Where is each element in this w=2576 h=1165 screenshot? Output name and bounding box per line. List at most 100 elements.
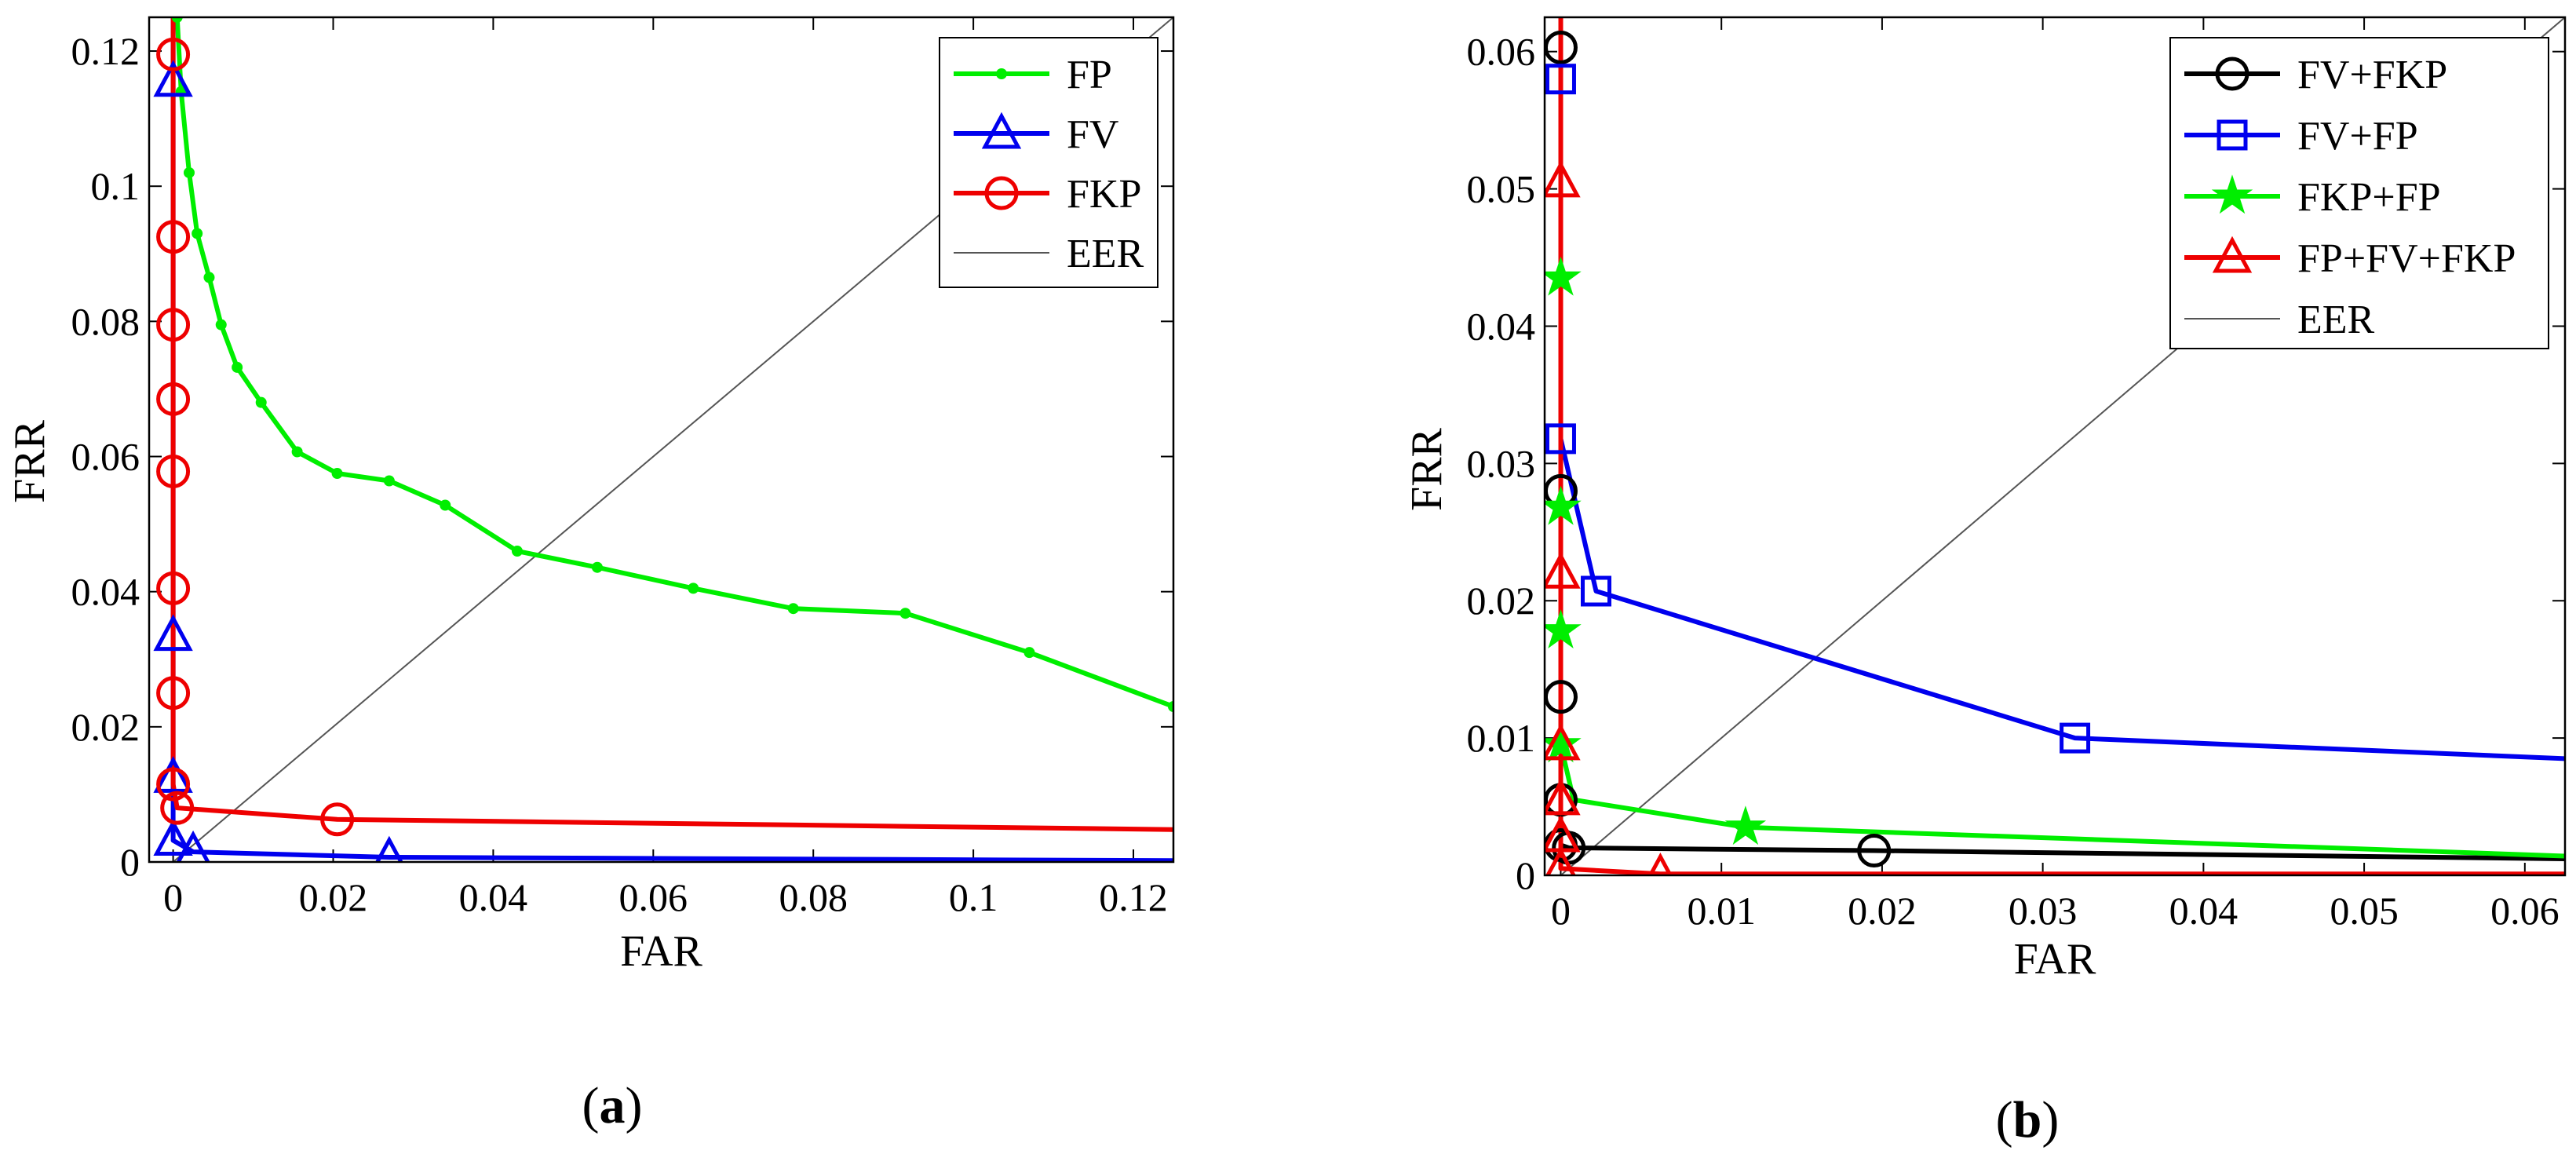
marker-a-fp-8 xyxy=(255,396,267,408)
marker-b-fp-fv-fkp-1 xyxy=(1545,551,1581,589)
y-tick-label-a-4: 0.08 xyxy=(71,299,140,343)
axes-frame-b xyxy=(1543,16,2567,877)
marker-a-fp-6 xyxy=(215,319,227,331)
marker-a-fkp-8 xyxy=(160,791,195,825)
legend-label-a-fkp: FKP xyxy=(1067,172,1141,217)
marker-a-fp-16 xyxy=(787,603,799,615)
marker-a-fkp-1 xyxy=(156,220,191,254)
x-tick-label-a-3: 0.06 xyxy=(619,875,688,919)
marker-b-fv-fkp-6 xyxy=(1857,834,1892,868)
caption-letter-a: a xyxy=(600,1077,626,1134)
y-tick-label-b-5: 0.05 xyxy=(1467,167,1536,211)
legend-marker-b-fv-fkp xyxy=(2215,57,2249,91)
y-tick-label-a-6: 0.12 xyxy=(71,29,140,73)
legend-label-a-fp: FP xyxy=(1067,53,1112,97)
marker-b-fkp-fp-2 xyxy=(1545,609,1582,648)
x-tick-label-b-6: 0.06 xyxy=(2490,889,2560,933)
marker-b-fp-fv-fkp-5 xyxy=(1545,846,1576,875)
legend-label-a-fv: FV xyxy=(1067,112,1118,157)
marker-a-fv-1 xyxy=(153,614,193,652)
x-tick-label-a-5: 0.1 xyxy=(949,875,998,919)
marker-a-fp-7 xyxy=(232,361,243,373)
marker-a-fp-10 xyxy=(331,468,343,480)
series-line-a-fkp xyxy=(170,17,1173,832)
marker-b-fp-fv-fkp-0 xyxy=(1545,160,1581,198)
caption-close-paren-b: ) xyxy=(2041,1091,2059,1149)
x-tick-label-a-0: 0 xyxy=(163,875,183,919)
y-tick-label-b-6: 0.06 xyxy=(1467,30,1536,74)
legend-marker-b-fkp-fp xyxy=(2211,174,2253,214)
marker-a-fv-3 xyxy=(153,819,193,856)
marker-b-fv-fp-0 xyxy=(1545,64,1576,95)
x-axis-title-a: FAR xyxy=(620,927,702,976)
legend-label-b-eer: EER xyxy=(2297,298,2375,342)
marker-a-fkp-4 xyxy=(156,454,191,488)
marker-a-fp-3 xyxy=(183,166,195,178)
marker-a-fkp-9 xyxy=(320,802,355,837)
marker-a-fp-18 xyxy=(1023,647,1035,659)
marker-a-fp-14 xyxy=(591,561,603,573)
marker-b-fkp-fp-1 xyxy=(1545,485,1582,525)
x-tick-label-a-4: 0.08 xyxy=(779,875,848,919)
marker-a-fp-15 xyxy=(688,582,699,594)
caption-open-paren-a: ( xyxy=(582,1077,600,1134)
marker-b-fp-fv-fkp-3 xyxy=(1545,778,1581,816)
marker-a-fv-4 xyxy=(176,830,210,862)
marker-b-fv-fp-3 xyxy=(2060,722,2091,754)
panel-caption-a: (a) xyxy=(582,1077,643,1134)
marker-b-fkp-fp-0 xyxy=(1545,256,1582,296)
x-tick-label-a-6: 0.12 xyxy=(1099,875,1168,919)
legend-b: FV+FKP FV+FP FKP+FP FP+FV+FKP EER xyxy=(2169,37,2549,349)
legend-marker-a-fp xyxy=(996,68,1007,79)
legend-marker-b-fv-fp xyxy=(2217,119,2248,151)
legend-box-a xyxy=(939,37,1158,288)
marker-a-fp-1 xyxy=(171,17,183,23)
marker-a-fv-5 xyxy=(374,835,403,862)
x-axis-title-b: FAR xyxy=(2014,935,2096,984)
marker-b-fv-fp-1 xyxy=(1545,423,1576,455)
marker-a-fp-13 xyxy=(511,546,523,557)
y-tick-label-a-3: 0.06 xyxy=(71,435,140,479)
y-axis-title-a: FRR xyxy=(5,419,54,502)
marker-a-fp-17 xyxy=(899,608,911,619)
series-line-a-fp xyxy=(174,17,1173,709)
x-tick-label-a-1: 0.02 xyxy=(299,875,368,919)
x-tick-label-b-5: 0.05 xyxy=(2330,889,2399,933)
y-axis-title-b: FRR xyxy=(1403,427,1451,510)
marker-a-fp-9 xyxy=(291,446,303,458)
marker-a-fp-19 xyxy=(1168,701,1173,713)
marker-a-fkp-7 xyxy=(156,767,191,802)
y-tick-label-b-1: 0.01 xyxy=(1467,716,1536,760)
legend-marker-b-fp-fv-fkp xyxy=(2212,236,2253,273)
marker-a-fp-11 xyxy=(383,475,395,487)
legend-label-b-fp-fv-fkp: FP+FV+FKP xyxy=(2297,236,2516,281)
chart-panel-a: 0 0.02 0.04 0.06 0.08 0.1 0.12 0 0.02 0.04 0.06 0.0… xyxy=(5,16,1175,1134)
marker-b-fp-fv-fkp-2 xyxy=(1545,723,1581,761)
marker-a-fkp-2 xyxy=(156,308,191,342)
marker-a-fkp-3 xyxy=(156,382,191,416)
marker-b-fkp-fp-3 xyxy=(1545,723,1582,763)
legend-label-b-fv-fkp: FV+FKP xyxy=(2297,53,2447,97)
marker-a-fkp-6 xyxy=(156,676,191,710)
marker-a-fp-5 xyxy=(203,272,215,283)
x-tick-label-b-1: 0.01 xyxy=(1687,889,1756,933)
legend-a: FP FV FKP EER xyxy=(939,37,1158,288)
series-group-a xyxy=(153,17,1173,862)
y-tick-label-a-5: 0.1 xyxy=(91,164,140,208)
y-tick-label-b-2: 0.02 xyxy=(1467,579,1536,623)
panel-caption-b: (b) xyxy=(1996,1091,2060,1149)
y-tick-label-b-4: 0.04 xyxy=(1467,304,1536,348)
marker-b-fv-fkp-0 xyxy=(1545,30,1578,64)
marker-b-fkp-fp-4 xyxy=(1724,805,1767,845)
x-tick-label-b-4: 0.04 xyxy=(2169,889,2238,933)
caption-close-paren-a: ) xyxy=(626,1077,643,1134)
legend-label-a-eer: EER xyxy=(1067,232,1144,276)
x-tick-label-b-2: 0.02 xyxy=(1848,889,1917,933)
x-tick-label-b-3: 0.03 xyxy=(2009,889,2078,933)
caption-letter-b: b xyxy=(2013,1091,2042,1149)
marker-b-fv-fkp-2 xyxy=(1545,680,1578,714)
y-tick-label-b-3: 0.03 xyxy=(1467,441,1536,485)
marker-a-fv-2 xyxy=(153,756,193,793)
series-line-b-fp-fv-fkp xyxy=(1558,17,2565,875)
chart-panel-b: 0 0.01 0.02 0.03 0.04 0.05 0.06 0 0.01 0.02 0.03 0.… xyxy=(1403,16,2567,1149)
